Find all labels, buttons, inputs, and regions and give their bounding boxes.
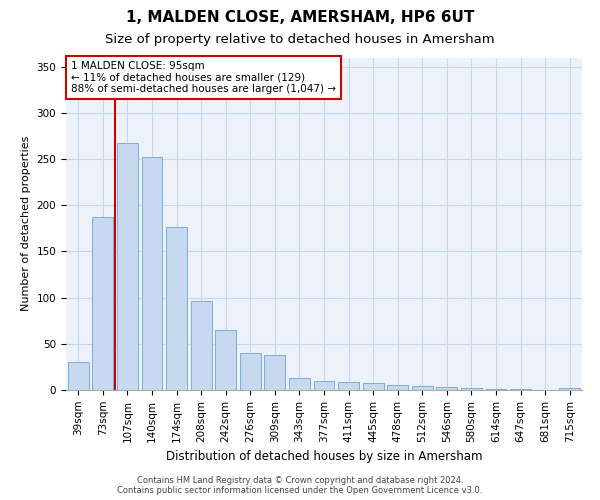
Bar: [461, 388, 482, 390]
X-axis label: Distribution of detached houses by size in Amersham: Distribution of detached houses by size …: [166, 450, 482, 463]
Bar: [265, 355, 286, 390]
Bar: [338, 382, 359, 390]
Bar: [510, 389, 531, 390]
Bar: [191, 302, 212, 390]
Bar: [559, 388, 580, 390]
Bar: [485, 389, 506, 390]
Bar: [142, 157, 163, 390]
Text: 1, MALDEN CLOSE, AMERSHAM, HP6 6UT: 1, MALDEN CLOSE, AMERSHAM, HP6 6UT: [126, 10, 474, 25]
Text: 1 MALDEN CLOSE: 95sqm
← 11% of detached houses are smaller (129)
88% of semi-det: 1 MALDEN CLOSE: 95sqm ← 11% of detached …: [71, 61, 336, 94]
Y-axis label: Number of detached properties: Number of detached properties: [21, 136, 31, 312]
Bar: [240, 353, 261, 390]
Bar: [68, 362, 89, 390]
Text: Contains HM Land Registry data © Crown copyright and database right 2024.
Contai: Contains HM Land Registry data © Crown c…: [118, 476, 482, 495]
Bar: [436, 387, 457, 390]
Bar: [289, 378, 310, 390]
Bar: [314, 381, 334, 390]
Bar: [362, 382, 383, 390]
Bar: [215, 330, 236, 390]
Bar: [166, 226, 187, 390]
Bar: [117, 144, 138, 390]
Text: Size of property relative to detached houses in Amersham: Size of property relative to detached ho…: [105, 32, 495, 46]
Bar: [412, 386, 433, 390]
Bar: [387, 386, 408, 390]
Bar: [92, 218, 113, 390]
